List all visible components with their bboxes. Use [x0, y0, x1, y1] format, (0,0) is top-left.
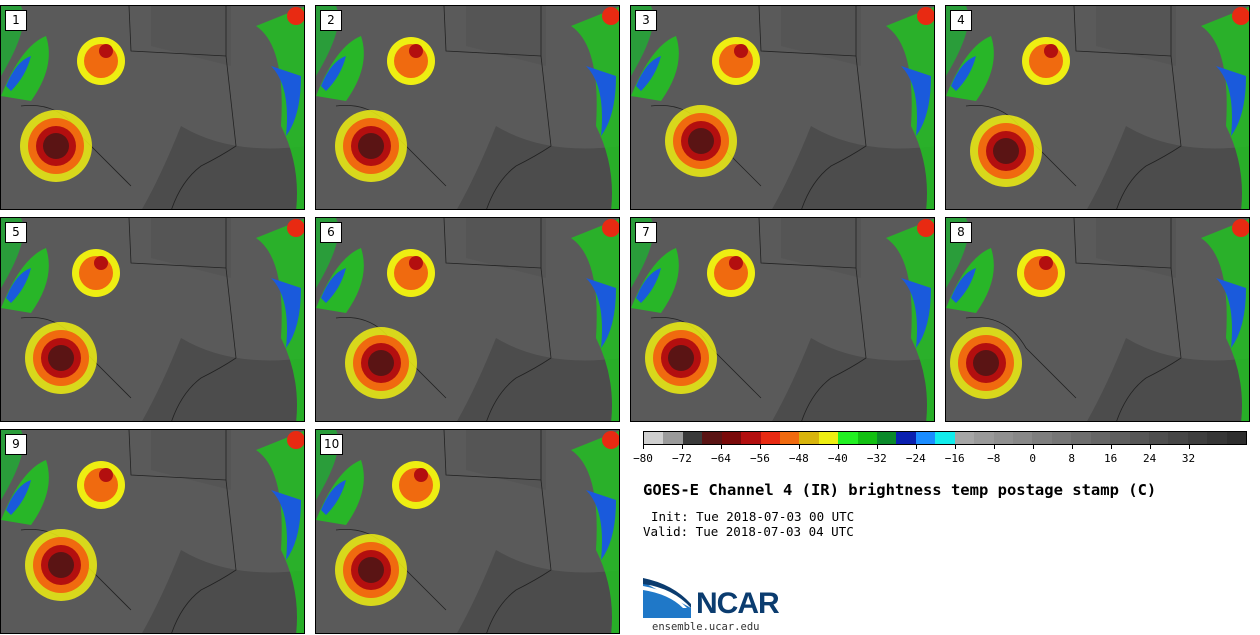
- colorbar-tick-label: 24: [1142, 452, 1157, 465]
- colorbar-swatch: [682, 432, 703, 444]
- panel-number-label: 10: [320, 434, 344, 455]
- panel-number-label: 5: [5, 222, 27, 243]
- ncar-logo-text: NCAR: [696, 587, 780, 620]
- colorbar-tick-label: 32: [1181, 452, 1196, 465]
- colorbar-swatch: [857, 432, 878, 444]
- ensemble-member-panel: 4: [945, 5, 1250, 210]
- colorbar-tick: [720, 445, 722, 449]
- ncar-logo-icon: [643, 578, 691, 618]
- colorbar-tick-label: 16: [1103, 452, 1118, 465]
- colorbar-swatch: [1226, 432, 1247, 444]
- colorbar-swatch: [1051, 432, 1072, 444]
- colorbar-tick-label: −24: [905, 452, 926, 465]
- panel-number-label: 3: [635, 10, 657, 31]
- colorbar-tick: [643, 445, 644, 449]
- colorbar-swatch: [779, 432, 800, 444]
- colorbar-swatch: [1148, 432, 1169, 444]
- colorbar-swatch: [644, 432, 664, 444]
- colorbar-swatch: [1032, 432, 1052, 444]
- panel-number-label: 2: [320, 10, 342, 31]
- colorbar-tick: [993, 445, 995, 449]
- colorbar-tick-label: −48: [788, 452, 809, 465]
- colorbar-swatch: [1013, 432, 1033, 444]
- colorbar-swatch: [1187, 432, 1208, 444]
- colorbar-tick-label: 8: [1068, 452, 1075, 465]
- colorbar-swatch: [799, 432, 819, 444]
- colorbar-tick: [915, 445, 917, 449]
- colorbar-swatch: [915, 432, 936, 444]
- colorbar-swatch: [1071, 432, 1091, 444]
- colorbar-tick-label: −72: [672, 452, 692, 465]
- ensemble-member-panel: 5: [0, 217, 305, 422]
- colorbar-swatch: [993, 432, 1014, 444]
- colorbar-swatch: [954, 432, 975, 444]
- colorbar-tick: [681, 445, 683, 449]
- colorbar-swatch: [1168, 432, 1188, 444]
- colorbar-tick-label: −40: [827, 452, 848, 465]
- panel-number-label: 8: [950, 222, 972, 243]
- colorbar-tick: [759, 445, 761, 449]
- ensemble-member-panel: 1: [0, 5, 305, 210]
- colorbar-tick-label: −16: [944, 452, 965, 465]
- colorbar-tick: [1188, 445, 1190, 449]
- ensemble-member-panel: 9: [0, 429, 305, 634]
- ensemble-member-panel: 8: [945, 217, 1250, 422]
- panel-number-label: 4: [950, 10, 972, 31]
- colorbar-tick-label: −64: [710, 452, 731, 465]
- init-time: Init: Tue 2018-07-03 00 UTC: [651, 509, 855, 524]
- colorbar-tick-label: 0: [1029, 452, 1036, 465]
- chart-title: GOES-E Channel 4 (IR) brightness temp po…: [643, 481, 1157, 499]
- colorbar-tick: [837, 445, 839, 449]
- colorbar-swatch: [1110, 432, 1130, 444]
- panel-number-label: 9: [5, 434, 27, 455]
- colorbar-swatch: [663, 432, 683, 444]
- panel-number-label: 1: [5, 10, 27, 31]
- colorbar-tick-label: −8: [987, 452, 1001, 465]
- colorbar-swatch: [741, 432, 761, 444]
- colorbar-tick-label: −80: [633, 452, 653, 465]
- temperature-colorbar: [643, 431, 1247, 445]
- colorbar-tick: [1032, 445, 1034, 449]
- valid-time: Valid: Tue 2018-07-03 04 UTC: [643, 524, 854, 539]
- ensemble-member-panel: 3: [630, 5, 935, 210]
- colorbar-tick: [876, 445, 878, 449]
- colorbar-swatch: [935, 432, 955, 444]
- colorbar-swatch: [721, 432, 742, 444]
- colorbar-swatch: [1207, 432, 1227, 444]
- colorbar-swatch: [838, 432, 858, 444]
- ensemble-member-panel: 7: [630, 217, 935, 422]
- colorbar-swatch: [818, 432, 839, 444]
- ensemble-member-panel: 6: [315, 217, 620, 422]
- colorbar-tick: [954, 445, 956, 449]
- colorbar-tick-label: −56: [749, 452, 770, 465]
- panel-number-label: 6: [320, 222, 342, 243]
- colorbar-swatch: [1090, 432, 1111, 444]
- colorbar-tick: [1110, 445, 1112, 449]
- colorbar-ticks: −80 −72 −64 −56 −48 −40 −32 −24 −16 −8 0 8 16 24 32: [633, 445, 1247, 467]
- colorbar-swatch: [1129, 432, 1149, 444]
- website-link[interactable]: ensemble.ucar.edu: [652, 621, 760, 633]
- colorbar-swatch: [760, 432, 780, 444]
- colorbar-tick: [798, 445, 800, 449]
- panel-number-label: 7: [635, 222, 657, 243]
- colorbar-tick: [1149, 445, 1151, 449]
- colorbar-tick: [1071, 445, 1073, 449]
- colorbar-swatch: [877, 432, 897, 444]
- ensemble-member-panel: 10: [315, 429, 620, 634]
- colorbar-swatch: [702, 432, 722, 444]
- colorbar-tick-label: −32: [866, 452, 887, 465]
- ensemble-member-panel: 2: [315, 5, 620, 210]
- colorbar-swatch: [896, 432, 916, 444]
- colorbar-swatch: [974, 432, 994, 444]
